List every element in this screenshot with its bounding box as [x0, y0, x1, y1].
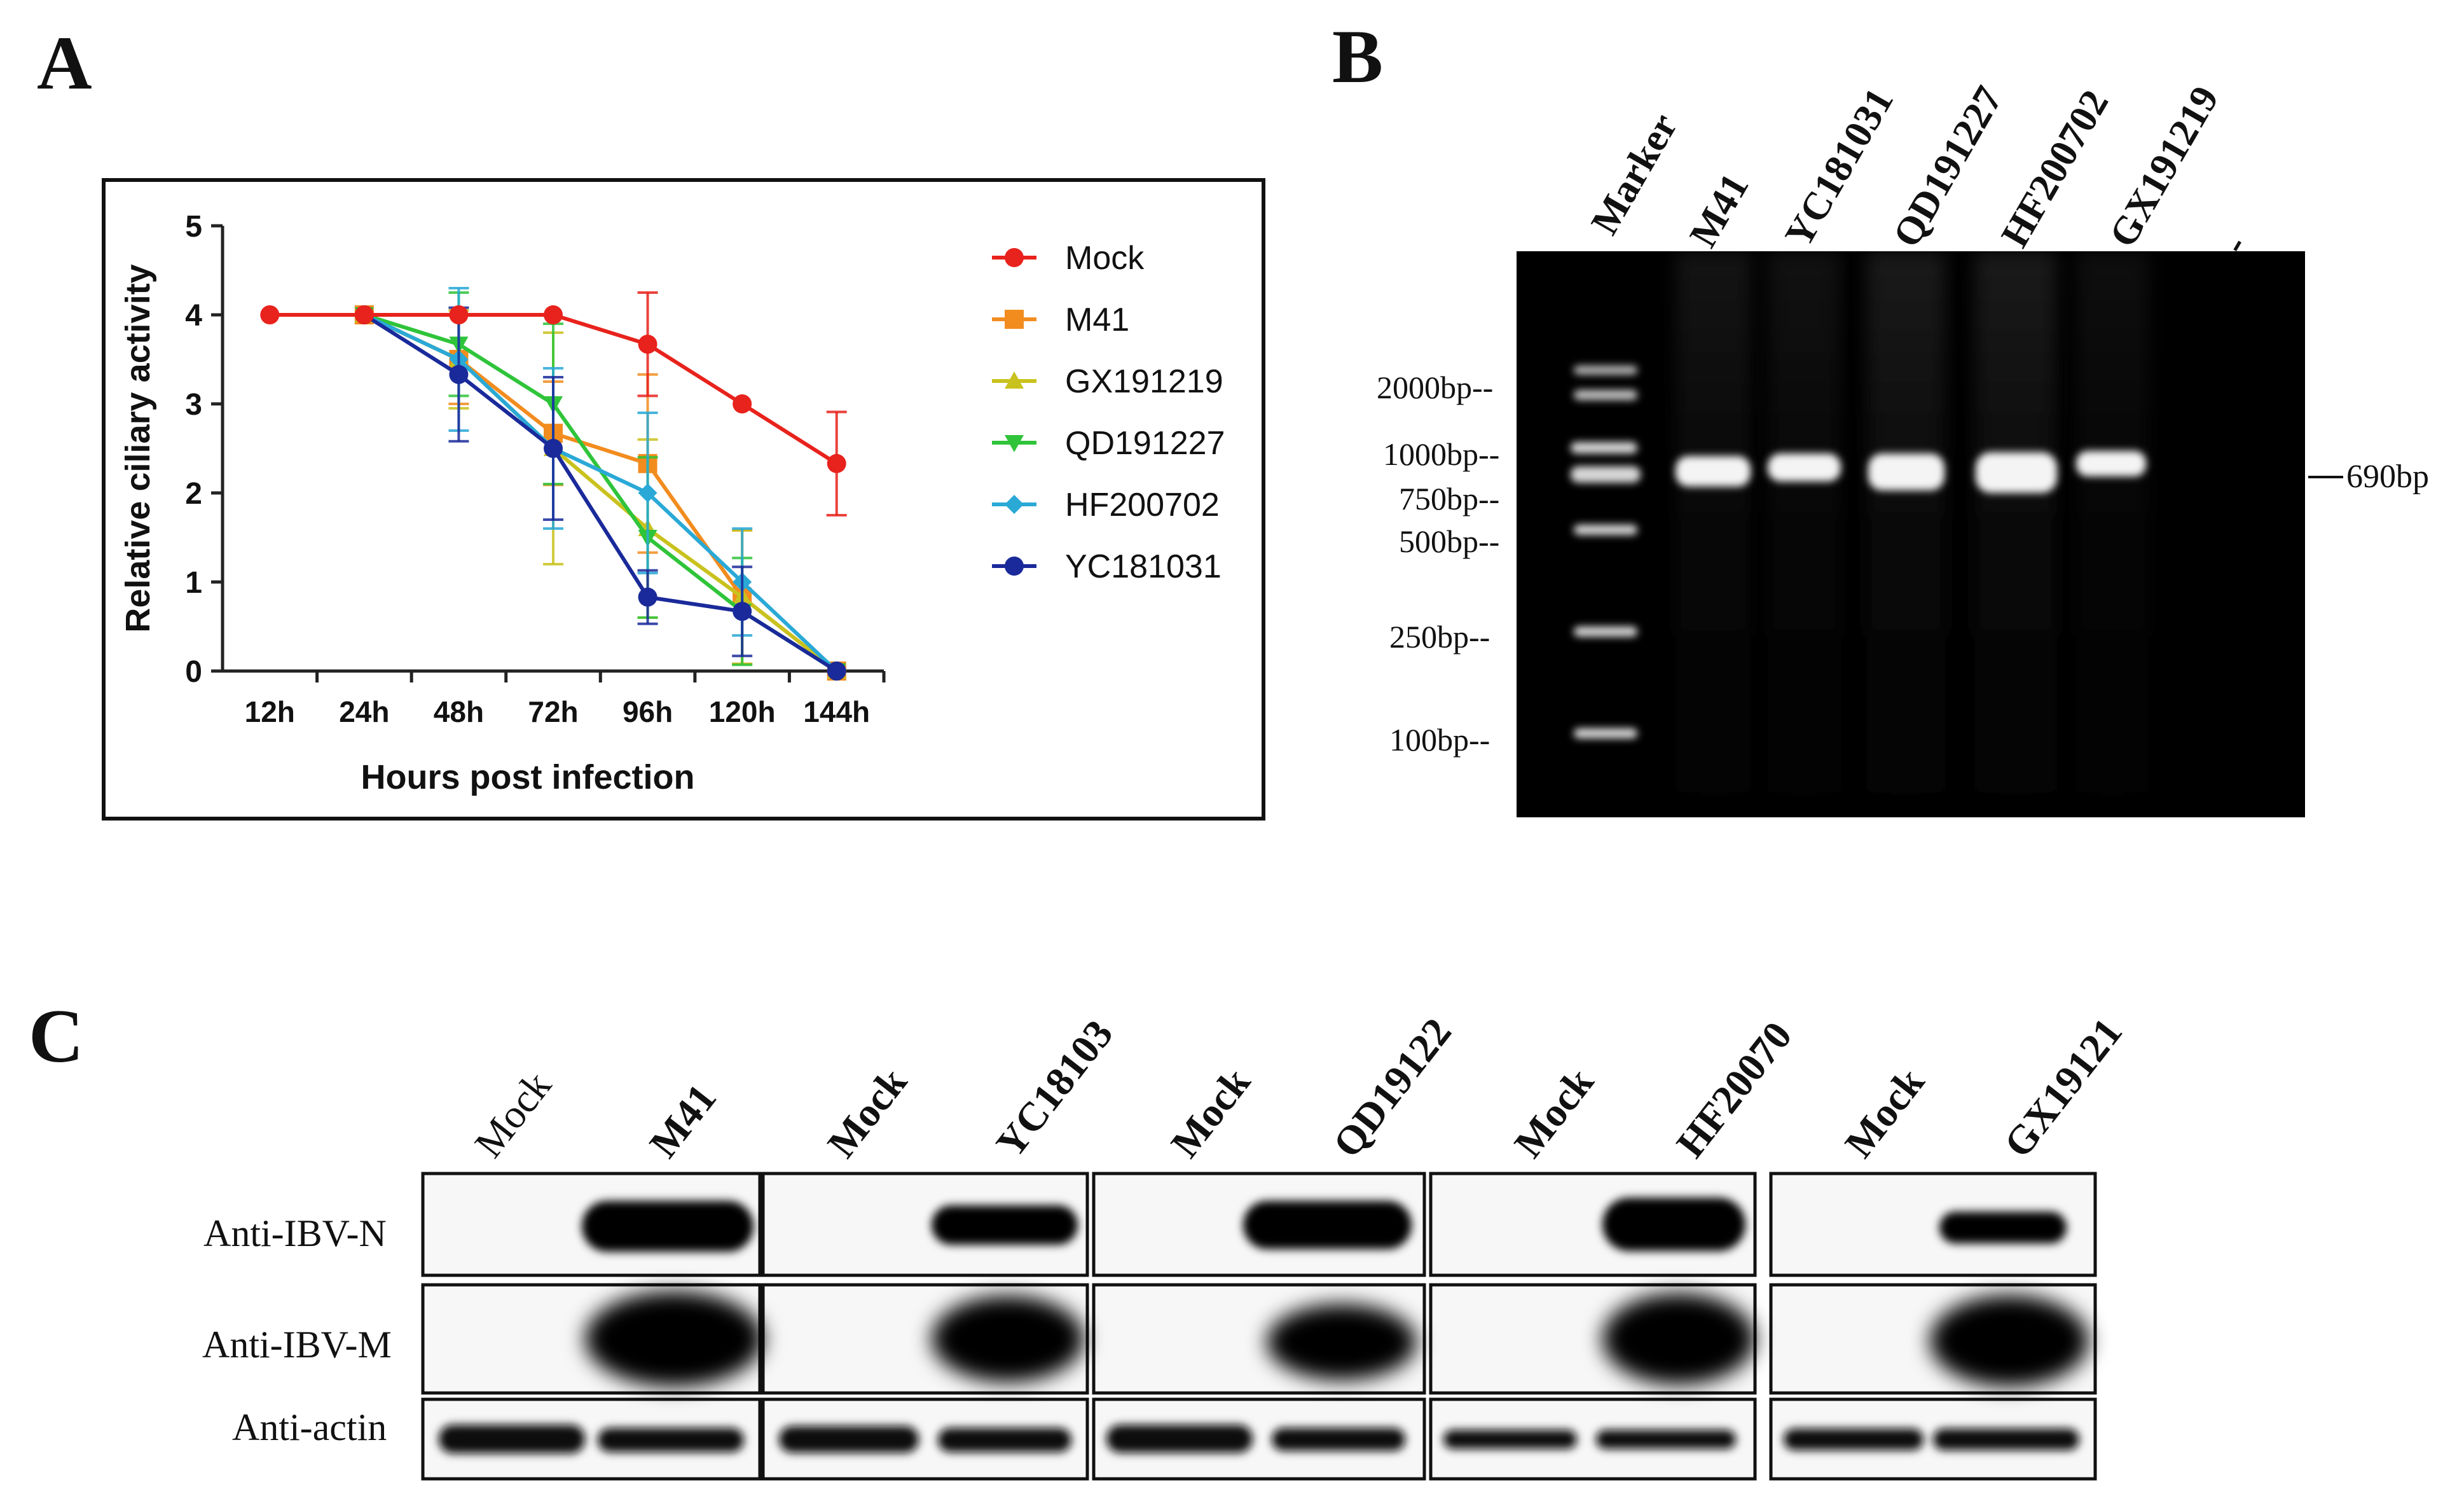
legend-marker-gx191219	[1005, 371, 1024, 389]
gel-size-100: 100bp--	[1389, 722, 1490, 758]
wb-m-bands	[585, 1291, 2089, 1387]
wb-n-bands	[582, 1198, 2067, 1252]
x-tick-label: 24h	[339, 695, 389, 728]
series-line-yc181031	[363, 313, 838, 673]
wb-row-label-n: Anti-IBV-N	[203, 1212, 387, 1254]
y-tick-label: 3	[185, 388, 202, 422]
wb-row-label-m: Anti-IBV-M	[202, 1324, 392, 1366]
legend-label-qd191227: QD191227	[1065, 425, 1225, 462]
legend-marker-qd191227	[1005, 435, 1024, 452]
legend-label-hf200702: HF200702	[1065, 487, 1220, 523]
x-tick-label: 120h	[709, 695, 776, 728]
panel-c-letter: C	[29, 994, 84, 1078]
chart-frame	[102, 178, 1265, 821]
gel-size-2000: 2000bp--	[1377, 370, 1494, 405]
y-tick-label: 4	[185, 299, 202, 333]
gel-size-750: 750bp--	[1399, 481, 1500, 516]
legend-label-m41: M41	[1065, 301, 1129, 338]
y-tick-label: 5	[185, 210, 202, 244]
legend-marker-m41	[1005, 310, 1024, 329]
legend-marker-hf200702	[1005, 495, 1024, 514]
legend-marker-yc181031	[1005, 557, 1024, 576]
y-tick-label: 0	[185, 655, 202, 689]
gel-size-1000: 1000bp--	[1383, 436, 1500, 472]
legend-label-mock: Mock	[1065, 240, 1145, 277]
gel-size-500: 500bp--	[1399, 523, 1500, 559]
y-tick-label: 1	[185, 566, 202, 600]
data-point-mock	[733, 394, 752, 413]
x-axis-title: Hours post infection	[361, 758, 695, 796]
product-pointer-line	[2308, 476, 2343, 478]
data-point-mock	[638, 335, 657, 354]
product-bands	[1676, 451, 2146, 493]
data-point-yc181031	[733, 602, 752, 621]
data-point-mock	[354, 305, 374, 324]
y-axis-title: Relative ciliary activity	[119, 264, 157, 632]
gel-image	[1517, 251, 2305, 817]
x-tick-label: 96h	[623, 695, 673, 728]
panel-b-letter: B	[1332, 14, 1384, 99]
legend-label-gx191219: GX191219	[1065, 363, 1223, 400]
legend-label-yc181031: YC181031	[1065, 548, 1222, 585]
data-point-mock	[449, 305, 469, 324]
x-tick-label: 12h	[245, 695, 295, 728]
wb-row-label-actin: Anti-actin	[232, 1406, 387, 1448]
y-tick-label: 2	[185, 477, 202, 511]
panel-a-letter: A	[37, 20, 92, 105]
data-point-yc181031	[449, 364, 469, 384]
gel-size-250: 250bp--	[1389, 619, 1490, 654]
data-point-mock	[544, 305, 563, 324]
x-tick-label: 48h	[434, 695, 484, 728]
data-point-yc181031	[544, 439, 563, 458]
data-point-yc181031	[638, 587, 657, 607]
data-point-yc181031	[827, 661, 846, 681]
product-size-label: 690bp	[2346, 459, 2429, 495]
data-point-mock	[260, 305, 280, 324]
legend-marker-mock	[1005, 248, 1024, 267]
x-tick-label: 72h	[528, 695, 578, 728]
data-point-mock	[827, 454, 846, 473]
line-chart: 0 1 2 3 4 5 12h 24h 48h 72h 96h 120h 144h Hours post …	[102, 178, 1265, 821]
x-tick-label: 144h	[803, 695, 870, 728]
series-line-hf200702	[363, 313, 838, 673]
data-point-hf200702	[638, 483, 657, 502]
marker-ladder	[1571, 366, 1641, 738]
wb-actin-bands	[439, 1425, 2079, 1453]
